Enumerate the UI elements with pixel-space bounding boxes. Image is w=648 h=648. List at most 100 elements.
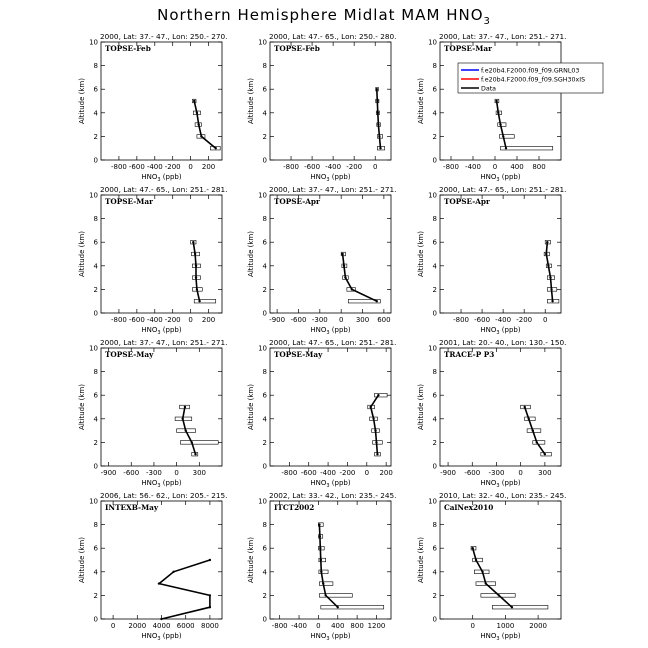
data-point — [499, 123, 502, 126]
y-tick-label: 0 — [263, 463, 267, 471]
y-tick-label: 8 — [94, 62, 98, 70]
x-tick-label: -300 — [489, 469, 505, 477]
x-tick-label: 0 — [543, 316, 547, 324]
legend-box — [457, 62, 604, 94]
percentile-box — [318, 557, 326, 563]
panel-campaign-label: ITCT2002 — [274, 503, 314, 512]
panel-header: 2000, Lat: 37.- 47., Lon: 251.- 271. — [269, 185, 396, 194]
y-tick-label: 0 — [433, 616, 437, 624]
y-tick-label: 2 — [263, 439, 267, 447]
x-tick-label: 0 — [174, 469, 178, 477]
x-axis-label: HNO3 (ppb) — [310, 173, 350, 183]
x-tick-label: -800 — [283, 163, 299, 171]
y-tick-label: 8 — [263, 368, 267, 376]
x-tick-label: 6000 — [177, 622, 195, 630]
percentile-box — [210, 146, 221, 151]
y-tick-label: 10 — [89, 39, 98, 47]
data-point — [549, 276, 552, 279]
data-point — [195, 111, 199, 115]
panel-campaign-label: TOPSE-Mar — [105, 197, 153, 206]
x-tick-label: 300 — [193, 469, 206, 477]
data-point — [208, 606, 212, 609]
data-point — [550, 288, 553, 291]
y-axis-label: Altitude (km) — [247, 384, 255, 430]
percentile-box — [472, 557, 483, 563]
y-tick-label: 8 — [263, 62, 267, 70]
y-tick-label: 4 — [263, 109, 268, 117]
panel-header: 2001, Lat: 20.- 40., Lon: 130.- 150. — [439, 338, 566, 347]
y-tick-label: 4 — [433, 109, 438, 117]
data-point — [157, 582, 161, 585]
panel-9: 2001, Lat: 20.- 40., Lon: 130.- 150. TRAC… — [417, 338, 566, 489]
plot-frame — [100, 194, 223, 314]
x-tick-label: -600 — [304, 163, 320, 171]
percentile-box — [532, 440, 546, 445]
data-point — [474, 558, 478, 562]
y-tick-label: 10 — [258, 39, 267, 47]
y-axis-label: Altitude (km) — [417, 384, 425, 430]
data-point — [376, 111, 380, 115]
panel-campaign-label: TOPSE-Apr — [444, 197, 490, 206]
data-point — [208, 558, 212, 562]
y-tick-label: 4 — [263, 568, 268, 576]
x-tick-label: 1200 — [368, 622, 386, 630]
data-point — [324, 594, 327, 597]
x-tick-label: 400 — [331, 622, 344, 630]
percentile-box — [492, 605, 549, 610]
data-point — [497, 111, 500, 115]
y-axis-label: Altitude (km) — [417, 231, 425, 277]
x-tick-label: 0 — [188, 163, 192, 171]
data-point — [192, 241, 195, 244]
percentile-box — [540, 452, 552, 457]
y-tick-label: 6 — [433, 239, 438, 247]
x-tick-label: 200 — [379, 469, 392, 477]
figure-title-main: Northern Hemisphere Midlat MAM HNO — [157, 6, 484, 24]
y-axis-label: Altitude (km) — [417, 537, 425, 583]
percentile-box — [374, 393, 388, 398]
data-point — [190, 441, 193, 444]
percentile-box — [319, 593, 353, 598]
y-tick-label: 8 — [263, 215, 267, 223]
data-point — [379, 147, 382, 150]
data-point — [527, 417, 530, 420]
y-axis-label: Altitude (km) — [78, 537, 86, 583]
x-axis-label: HNO3 (ppb) — [480, 632, 520, 642]
x-tick-label: 0 — [373, 163, 377, 171]
data-point — [377, 123, 380, 126]
y-tick-label: 2 — [433, 592, 437, 600]
data-point — [184, 429, 187, 432]
x-tick-label: -600 — [123, 469, 139, 477]
data-point — [543, 453, 547, 456]
data-mean-line — [523, 406, 546, 455]
percentile-box — [497, 122, 507, 127]
data-mean-line — [369, 394, 380, 455]
y-axis-label: Altitude (km) — [78, 78, 86, 124]
panel-campaign-label: TOPSE-May — [274, 350, 323, 359]
data-point — [375, 300, 378, 303]
y-tick-label: 10 — [89, 345, 98, 353]
x-tick-label: -800 — [272, 622, 288, 630]
y-tick-label: 4 — [263, 262, 268, 270]
y-tick-label: 8 — [433, 521, 437, 529]
data-point — [336, 606, 339, 609]
x-tick-label: -200 — [346, 163, 362, 171]
x-axis-label: HNO3 (ppb) — [141, 173, 181, 183]
data-mean-line — [376, 89, 382, 149]
y-tick-label: 8 — [94, 521, 98, 529]
y-tick-label: 4 — [263, 415, 268, 423]
y-tick-label: 6 — [263, 545, 268, 553]
x-axis-label: HNO3 (ppb) — [310, 326, 350, 336]
y-tick-label: 4 — [433, 568, 438, 576]
panel-header: 2002, Lat: 33.- 42., Lon: 235.- 245. — [269, 491, 396, 500]
x-axis-label: HNO3 (ppb) — [141, 479, 181, 489]
x-tick-label: 2000 — [529, 622, 547, 630]
data-point — [545, 252, 548, 256]
x-tick-label: 0 — [365, 469, 369, 477]
data-point — [320, 570, 323, 573]
y-tick-label: 0 — [94, 463, 98, 471]
y-tick-label: 8 — [94, 368, 98, 376]
x-tick-label: -200 — [165, 163, 181, 171]
y-tick-label: 4 — [94, 568, 99, 576]
data-mean-line — [318, 524, 339, 608]
